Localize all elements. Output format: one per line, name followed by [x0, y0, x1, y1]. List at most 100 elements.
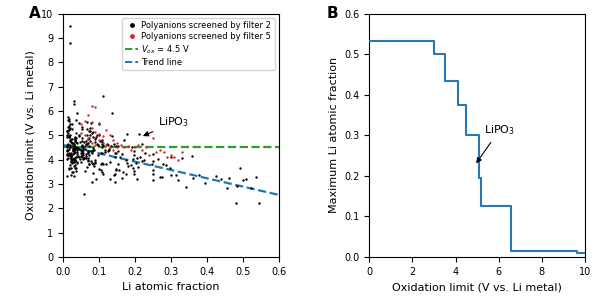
Point	[85, 125, 95, 130]
Point	[98, 94, 107, 99]
Point	[82, 139, 91, 144]
Point	[66, 160, 76, 165]
Point	[152, 150, 161, 155]
Point	[94, 167, 104, 171]
Point	[70, 159, 79, 164]
Point	[115, 167, 124, 172]
Point	[65, 137, 74, 142]
Point	[159, 150, 169, 155]
Point	[188, 176, 197, 181]
Point	[66, 158, 76, 163]
Point	[135, 155, 145, 160]
Point	[63, 142, 73, 147]
Point	[70, 150, 80, 154]
Point	[101, 143, 111, 147]
Point	[224, 176, 234, 181]
Point	[73, 111, 82, 116]
Point	[88, 148, 98, 153]
Point	[111, 144, 121, 149]
Point	[79, 145, 88, 150]
Point	[131, 160, 140, 165]
Point	[112, 145, 122, 150]
Point	[87, 131, 97, 136]
Point	[100, 148, 109, 153]
Point	[67, 143, 77, 148]
Point	[70, 162, 80, 167]
Point	[187, 154, 196, 159]
Point	[82, 141, 92, 146]
Point	[92, 142, 102, 147]
Point	[107, 110, 116, 115]
Point	[80, 143, 90, 148]
Point	[67, 157, 76, 162]
Point	[87, 119, 97, 124]
Point	[62, 129, 72, 133]
Point	[98, 134, 107, 139]
Point	[64, 152, 73, 157]
Point	[76, 147, 86, 152]
Point	[69, 101, 79, 106]
Point	[79, 156, 89, 161]
Point	[116, 143, 125, 147]
Point	[77, 143, 87, 148]
Point	[88, 180, 97, 185]
Point	[69, 146, 79, 150]
Point	[81, 155, 91, 160]
Point	[71, 144, 81, 149]
Point	[137, 147, 147, 152]
Point	[76, 139, 85, 144]
Point	[79, 153, 88, 158]
Text: A: A	[28, 6, 40, 21]
Point	[89, 147, 98, 152]
Point	[112, 167, 121, 171]
Point	[107, 133, 116, 138]
Point	[65, 125, 75, 130]
Point	[91, 177, 101, 182]
Point	[67, 137, 77, 142]
Point	[85, 132, 95, 137]
Point	[96, 168, 106, 172]
Point	[181, 185, 190, 190]
Point	[89, 164, 99, 168]
Point	[62, 149, 71, 154]
Point	[73, 154, 83, 158]
Point	[113, 143, 123, 148]
Point	[194, 172, 203, 177]
Point	[110, 154, 120, 159]
Point	[238, 178, 248, 183]
Point	[74, 155, 83, 160]
Point	[148, 152, 158, 157]
Point	[236, 166, 245, 171]
Point	[71, 165, 80, 170]
Point	[82, 151, 91, 156]
Point	[148, 135, 158, 140]
Point	[71, 165, 81, 170]
Point	[62, 157, 72, 161]
Point	[62, 174, 72, 179]
Point	[94, 138, 104, 143]
Point	[178, 155, 187, 160]
Point	[77, 148, 86, 153]
Point	[86, 148, 95, 153]
Point	[72, 161, 82, 166]
Point	[62, 128, 72, 133]
Point	[91, 105, 100, 110]
Point	[77, 154, 86, 159]
Point	[241, 177, 251, 181]
Point	[65, 166, 74, 171]
Point	[70, 150, 79, 155]
Point	[232, 184, 242, 189]
Point	[113, 148, 123, 153]
Point	[70, 156, 79, 161]
Point	[82, 126, 92, 131]
Point	[211, 174, 221, 178]
Point	[62, 145, 71, 150]
Point	[109, 147, 118, 152]
Point	[216, 176, 226, 181]
Point	[65, 162, 75, 167]
Point	[83, 112, 93, 117]
Point	[63, 147, 73, 152]
Point	[72, 150, 82, 155]
Point	[65, 40, 75, 45]
Point	[129, 172, 139, 177]
